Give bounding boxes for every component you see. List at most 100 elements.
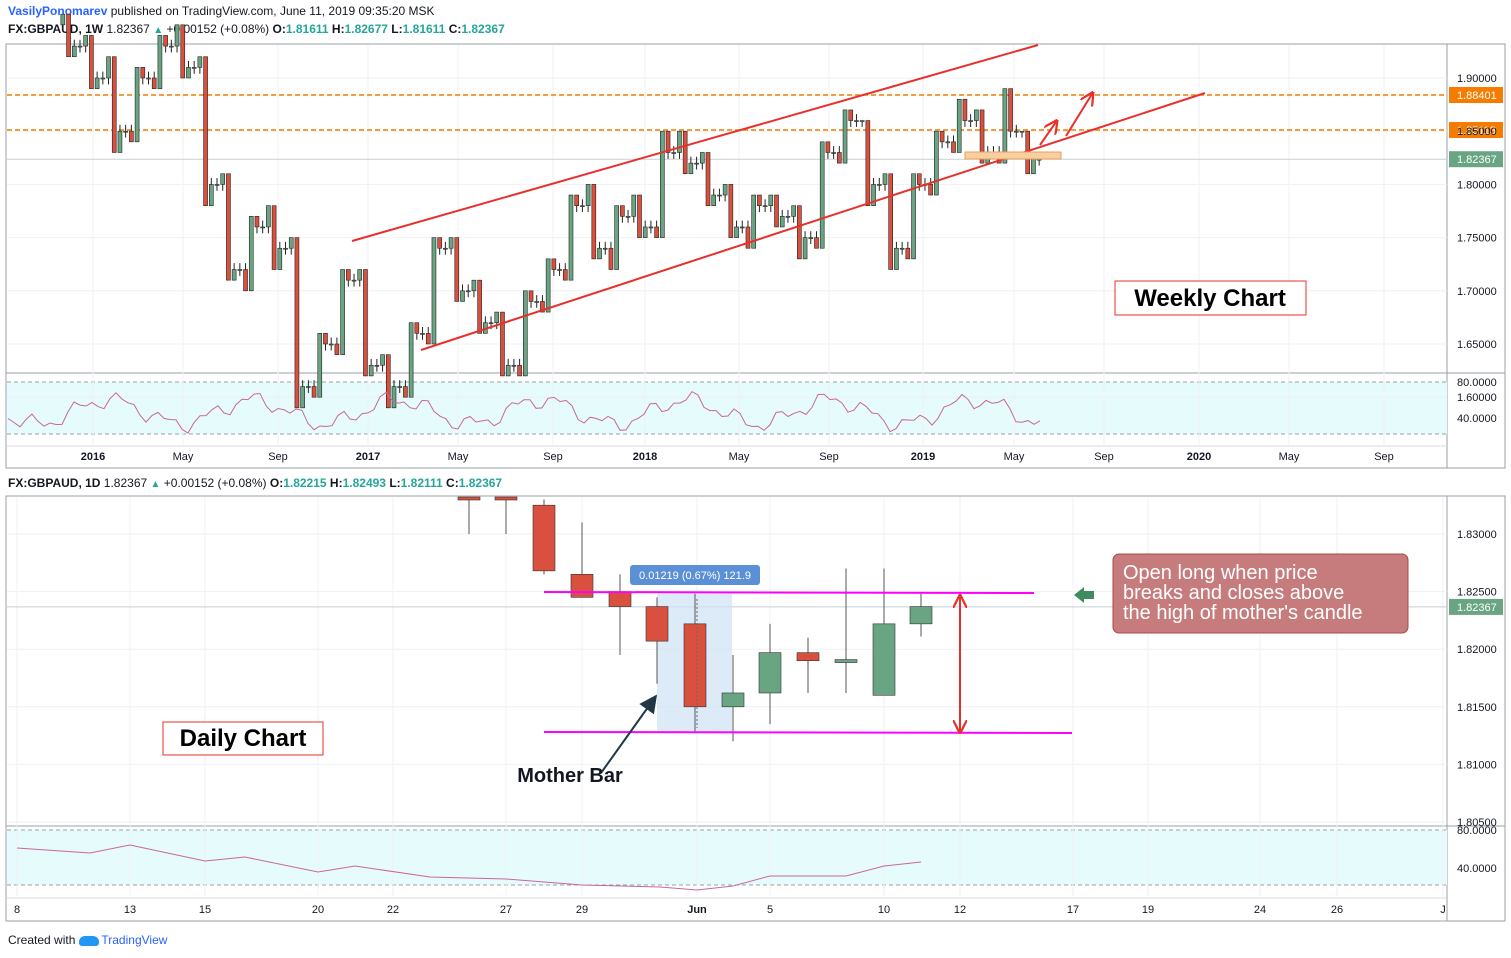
- up-triangle-icon: ▲: [153, 25, 164, 36]
- weekly-candle-body: [357, 269, 363, 281]
- mother-bar-label: Mother Bar: [517, 765, 623, 787]
- weekly-candle-body: [277, 247, 283, 270]
- weekly-level-label: 1.85113: [1457, 125, 1496, 137]
- weekly-candle-body: [129, 130, 134, 143]
- weekly-time-tick: Sep: [543, 451, 563, 463]
- weekly-candle-body: [60, 13, 66, 26]
- weekly-candle-body: [899, 247, 905, 250]
- mother-bar-pointer-arrow: [600, 694, 658, 774]
- weekly-candle-body: [437, 237, 442, 249]
- weekly-candle-body: [688, 162, 694, 175]
- weekly-channel-upper[interactable]: [351, 44, 1039, 242]
- weekly-candle-body: [351, 279, 357, 282]
- weekly-candle-body: [568, 194, 574, 281]
- weekly-candle-body: [226, 173, 231, 281]
- weekly-candle-body: [477, 279, 482, 334]
- weekly-change: +0.00152 (+0.08%): [166, 22, 270, 36]
- weekly-candle-body: [757, 194, 762, 206]
- weekly-price-tick: 1.90000: [1457, 73, 1497, 85]
- weekly-candle-body: [631, 194, 637, 217]
- weekly-time-tick: May: [1004, 451, 1025, 463]
- weekly-time-tick: 2020: [1187, 451, 1211, 463]
- daily-time-tick: 10: [878, 904, 890, 916]
- weekly-candle-body: [934, 130, 939, 196]
- weekly-candle-body: [157, 35, 163, 89]
- mother-bar-low-line[interactable]: [543, 731, 1073, 734]
- entry-rule-line-3: the high of mother's candle: [1123, 602, 1363, 624]
- weekly-projection-arrow-2: [1065, 94, 1092, 137]
- weekly-time-tick: May: [1279, 451, 1300, 463]
- daily-time-tick: Jun: [687, 904, 707, 916]
- daily-candle-body: [608, 591, 632, 607]
- weekly-candle-body: [717, 194, 722, 197]
- weekly-candle-body: [545, 258, 551, 313]
- weekly-rsi-tick: 80.0000: [1457, 377, 1497, 389]
- weekly-channel-lower[interactable]: [420, 92, 1206, 351]
- weekly-candle-body: [294, 237, 300, 409]
- daily-time-tick: 27: [500, 904, 512, 916]
- daily-time-tick: 19: [1142, 904, 1154, 916]
- daily-time-tick: 12: [954, 904, 966, 916]
- daily-rsi-band: [7, 830, 1447, 885]
- weekly-candle-body: [654, 226, 659, 238]
- weekly-candle-body: [751, 194, 756, 249]
- weekly-candle-body: [197, 56, 203, 68]
- weekly-candle-body: [66, 13, 71, 58]
- weekly-candle-body: [117, 130, 123, 153]
- daily-time-ticks: 8 13 15 20 22 27 29 Jun 5 10 12 17 19 24 26 J: [14, 904, 1446, 916]
- daily-price-tick: 1.81500: [1457, 702, 1497, 714]
- author-link[interactable]: VasilyPonomarev: [8, 4, 108, 18]
- weekly-candle-body: [939, 130, 945, 143]
- daily-time-tick: J: [1440, 904, 1446, 916]
- daily-time-tick: 29: [576, 904, 588, 916]
- weekly-candle-body: [660, 130, 665, 238]
- weekly-time-tick: May: [729, 451, 750, 463]
- left-arrow-icon: [1074, 587, 1094, 603]
- weekly-candle-body: [968, 120, 973, 122]
- weekly-candle-body: [523, 290, 528, 377]
- weekly-candle-body: [266, 205, 271, 228]
- weekly-candle-body: [89, 35, 94, 89]
- mother-bar-high-line[interactable]: [543, 591, 1035, 594]
- entry-rule-callout[interactable]: [1112, 553, 1409, 634]
- weekly-candle-body: [306, 386, 311, 388]
- weekly-candle-body: [825, 141, 831, 153]
- weekly-candle-body: [534, 301, 540, 303]
- daily-price-tick: 1.83000: [1457, 529, 1497, 541]
- weekly-symbol: FX:GBPAUD, 1W: [8, 22, 104, 36]
- weekly-candle-body: [894, 247, 899, 270]
- weekly-candle-body: [819, 141, 825, 249]
- weekly-candle-body: [425, 333, 431, 345]
- daily-price-ticks: 1.83000 1.82500 1.82000 1.81500 1.81000 1.805…: [1449, 529, 1503, 875]
- weekly-price: 1.82367: [106, 22, 150, 36]
- weekly-candle-body: [979, 109, 985, 164]
- weekly-candle-body: [260, 226, 265, 229]
- daily-chart-annotation-box[interactable]: [162, 721, 324, 756]
- weekly-candle-body: [408, 322, 414, 398]
- footer-created-text: Created with: [8, 933, 76, 947]
- weekly-candle-body: [711, 194, 717, 206]
- weekly-chart-annotation: Weekly Chart: [1134, 285, 1286, 312]
- weekly-candle-body: [865, 120, 871, 206]
- weekly-candle-body: [465, 290, 471, 293]
- daily-price-tick: 1.82500: [1457, 587, 1497, 599]
- daily-candle-body: [758, 652, 782, 694]
- daily-candles: [457, 496, 933, 742]
- weekly-candle-body: [174, 24, 180, 47]
- weekly-candle-body: [871, 184, 876, 206]
- daily-panel-frame: [5, 495, 1506, 922]
- daily-time-tick: 20: [312, 904, 324, 916]
- weekly-candle-body: [237, 269, 243, 271]
- publish-info: published on TradingView.com, June 11, 2…: [110, 4, 435, 18]
- weekly-candle-body: [762, 205, 768, 207]
- footer-brand-link[interactable]: TradingView: [101, 933, 168, 947]
- weekly-candle-body: [671, 152, 677, 154]
- weekly-time-tick: Sep: [1094, 451, 1114, 463]
- weekly-candle-body: [602, 247, 608, 250]
- weekly-candle-body: [928, 184, 933, 196]
- weekly-chart-annotation-box[interactable]: [1114, 280, 1307, 316]
- weekly-candle-body: [562, 269, 568, 281]
- weekly-candle-body: [346, 269, 351, 281]
- weekly-candle-body: [140, 67, 146, 79]
